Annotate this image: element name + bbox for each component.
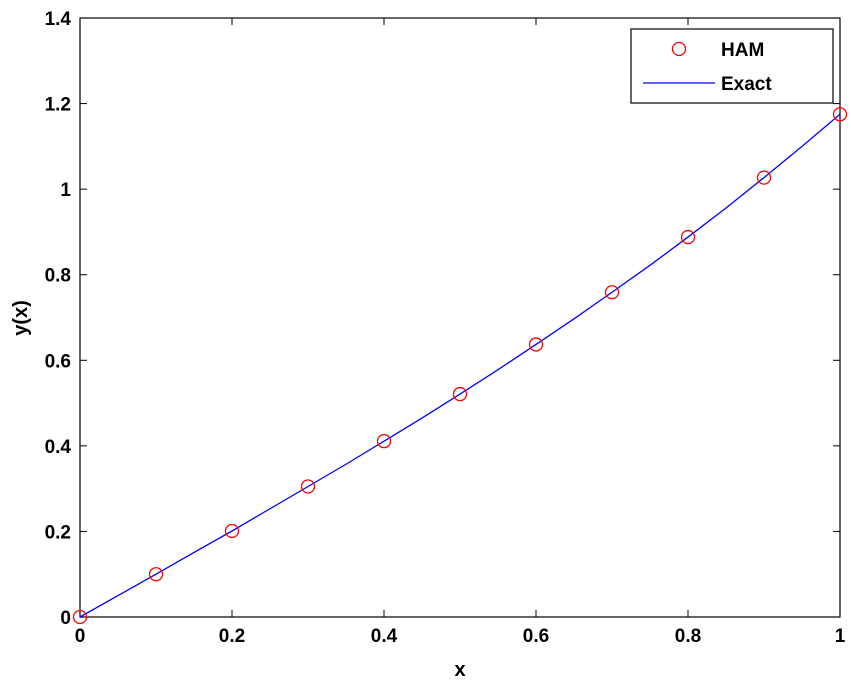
x-tick-label: 0.2 (219, 626, 245, 647)
y-tick-label: 0 (60, 608, 71, 629)
x-tick-label: 1 (835, 626, 846, 647)
x-axis: 0 0.2 0.4 0.6 0.8 1 (75, 18, 846, 647)
y-tick-label: 1 (60, 180, 71, 201)
series-layer (72, 107, 848, 625)
x-tick-label: 0.4 (371, 626, 398, 647)
y-tick-label: 1.4 (45, 9, 72, 30)
ham-data-point (452, 386, 468, 402)
legend-exact-label: Exact (721, 74, 772, 95)
x-tick-label: 0 (75, 626, 86, 647)
ham-data-point (300, 479, 316, 494)
y-tick-label: 0.8 (45, 266, 71, 287)
y-axis: 0 0.2 0.4 0.6 0.8 1 1.2 1.4 (45, 9, 840, 629)
ham-data-point (680, 229, 696, 245)
ham-data-point (376, 434, 392, 449)
exact-series-line (79, 113, 841, 618)
plot-area (79, 17, 841, 618)
legend: HAM Exact (630, 28, 834, 104)
legend-box (630, 28, 834, 104)
y-tick-label: 0.6 (45, 351, 71, 372)
y-tick-label: 0.2 (45, 522, 71, 543)
ham-data-point (224, 523, 240, 539)
ham-data-point (148, 567, 164, 582)
ham-data-point (756, 170, 772, 185)
legend-ham-marker (671, 41, 687, 57)
ham-data-point (604, 285, 620, 300)
x-tick-label: 0.8 (675, 626, 701, 647)
legend-ham-label: HAM (721, 40, 764, 61)
ham-data-point (528, 337, 544, 352)
y-tick-label: 0.4 (45, 437, 72, 458)
x-axis-label: x (454, 659, 465, 681)
ham-data-point (832, 107, 848, 122)
y-axis-label: y(x) (10, 300, 32, 336)
x-tick-label: 0.6 (523, 626, 549, 647)
ham-data-point (72, 609, 88, 625)
y-tick-label: 1.2 (45, 95, 71, 116)
